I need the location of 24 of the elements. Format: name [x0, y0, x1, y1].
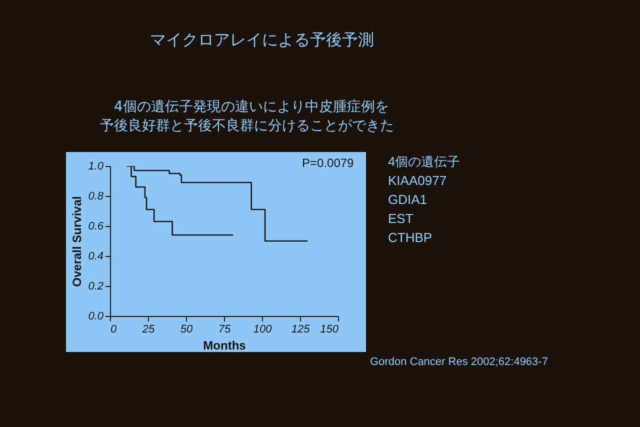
x-axis-title: Months: [203, 338, 246, 352]
chart-subtitle: 4個の遺伝子発現の違いにより中皮腫症例を予後良好群と予後不良群に分けることができた: [100, 98, 395, 136]
y-tick-label: 0.6: [88, 220, 104, 232]
x-tick-label: 50: [180, 324, 194, 336]
x-tick-label: 125: [291, 324, 311, 336]
text: KIAA0977: [388, 172, 448, 190]
text: Gordon Cancer Res 2002;62:4963-7: [370, 356, 548, 368]
x-tick-label: 75: [218, 324, 232, 336]
y-tick-label: 0.4: [88, 250, 104, 262]
x-tick-label: 100: [253, 324, 273, 336]
x-tick-label: 150: [320, 324, 340, 336]
x-tick-label: 0: [110, 324, 118, 336]
x-tick-label: 25: [141, 324, 156, 336]
annotation: P=0.0079: [302, 156, 354, 170]
y-tick-label: 0.2: [88, 280, 104, 292]
chart-title: マイクロアレイによる予後予測: [150, 30, 374, 51]
y-tick-label: 0.0: [88, 310, 104, 322]
text: GDIA1: [388, 191, 428, 209]
y-axis-title: Overall Survival: [70, 196, 84, 287]
text: 4個の遺伝子: [388, 153, 460, 171]
text: EST: [388, 210, 414, 228]
y-tick-label: 1.0: [88, 160, 104, 172]
text: CTHBP: [388, 229, 434, 247]
y-tick-label: 0.8: [88, 190, 104, 202]
